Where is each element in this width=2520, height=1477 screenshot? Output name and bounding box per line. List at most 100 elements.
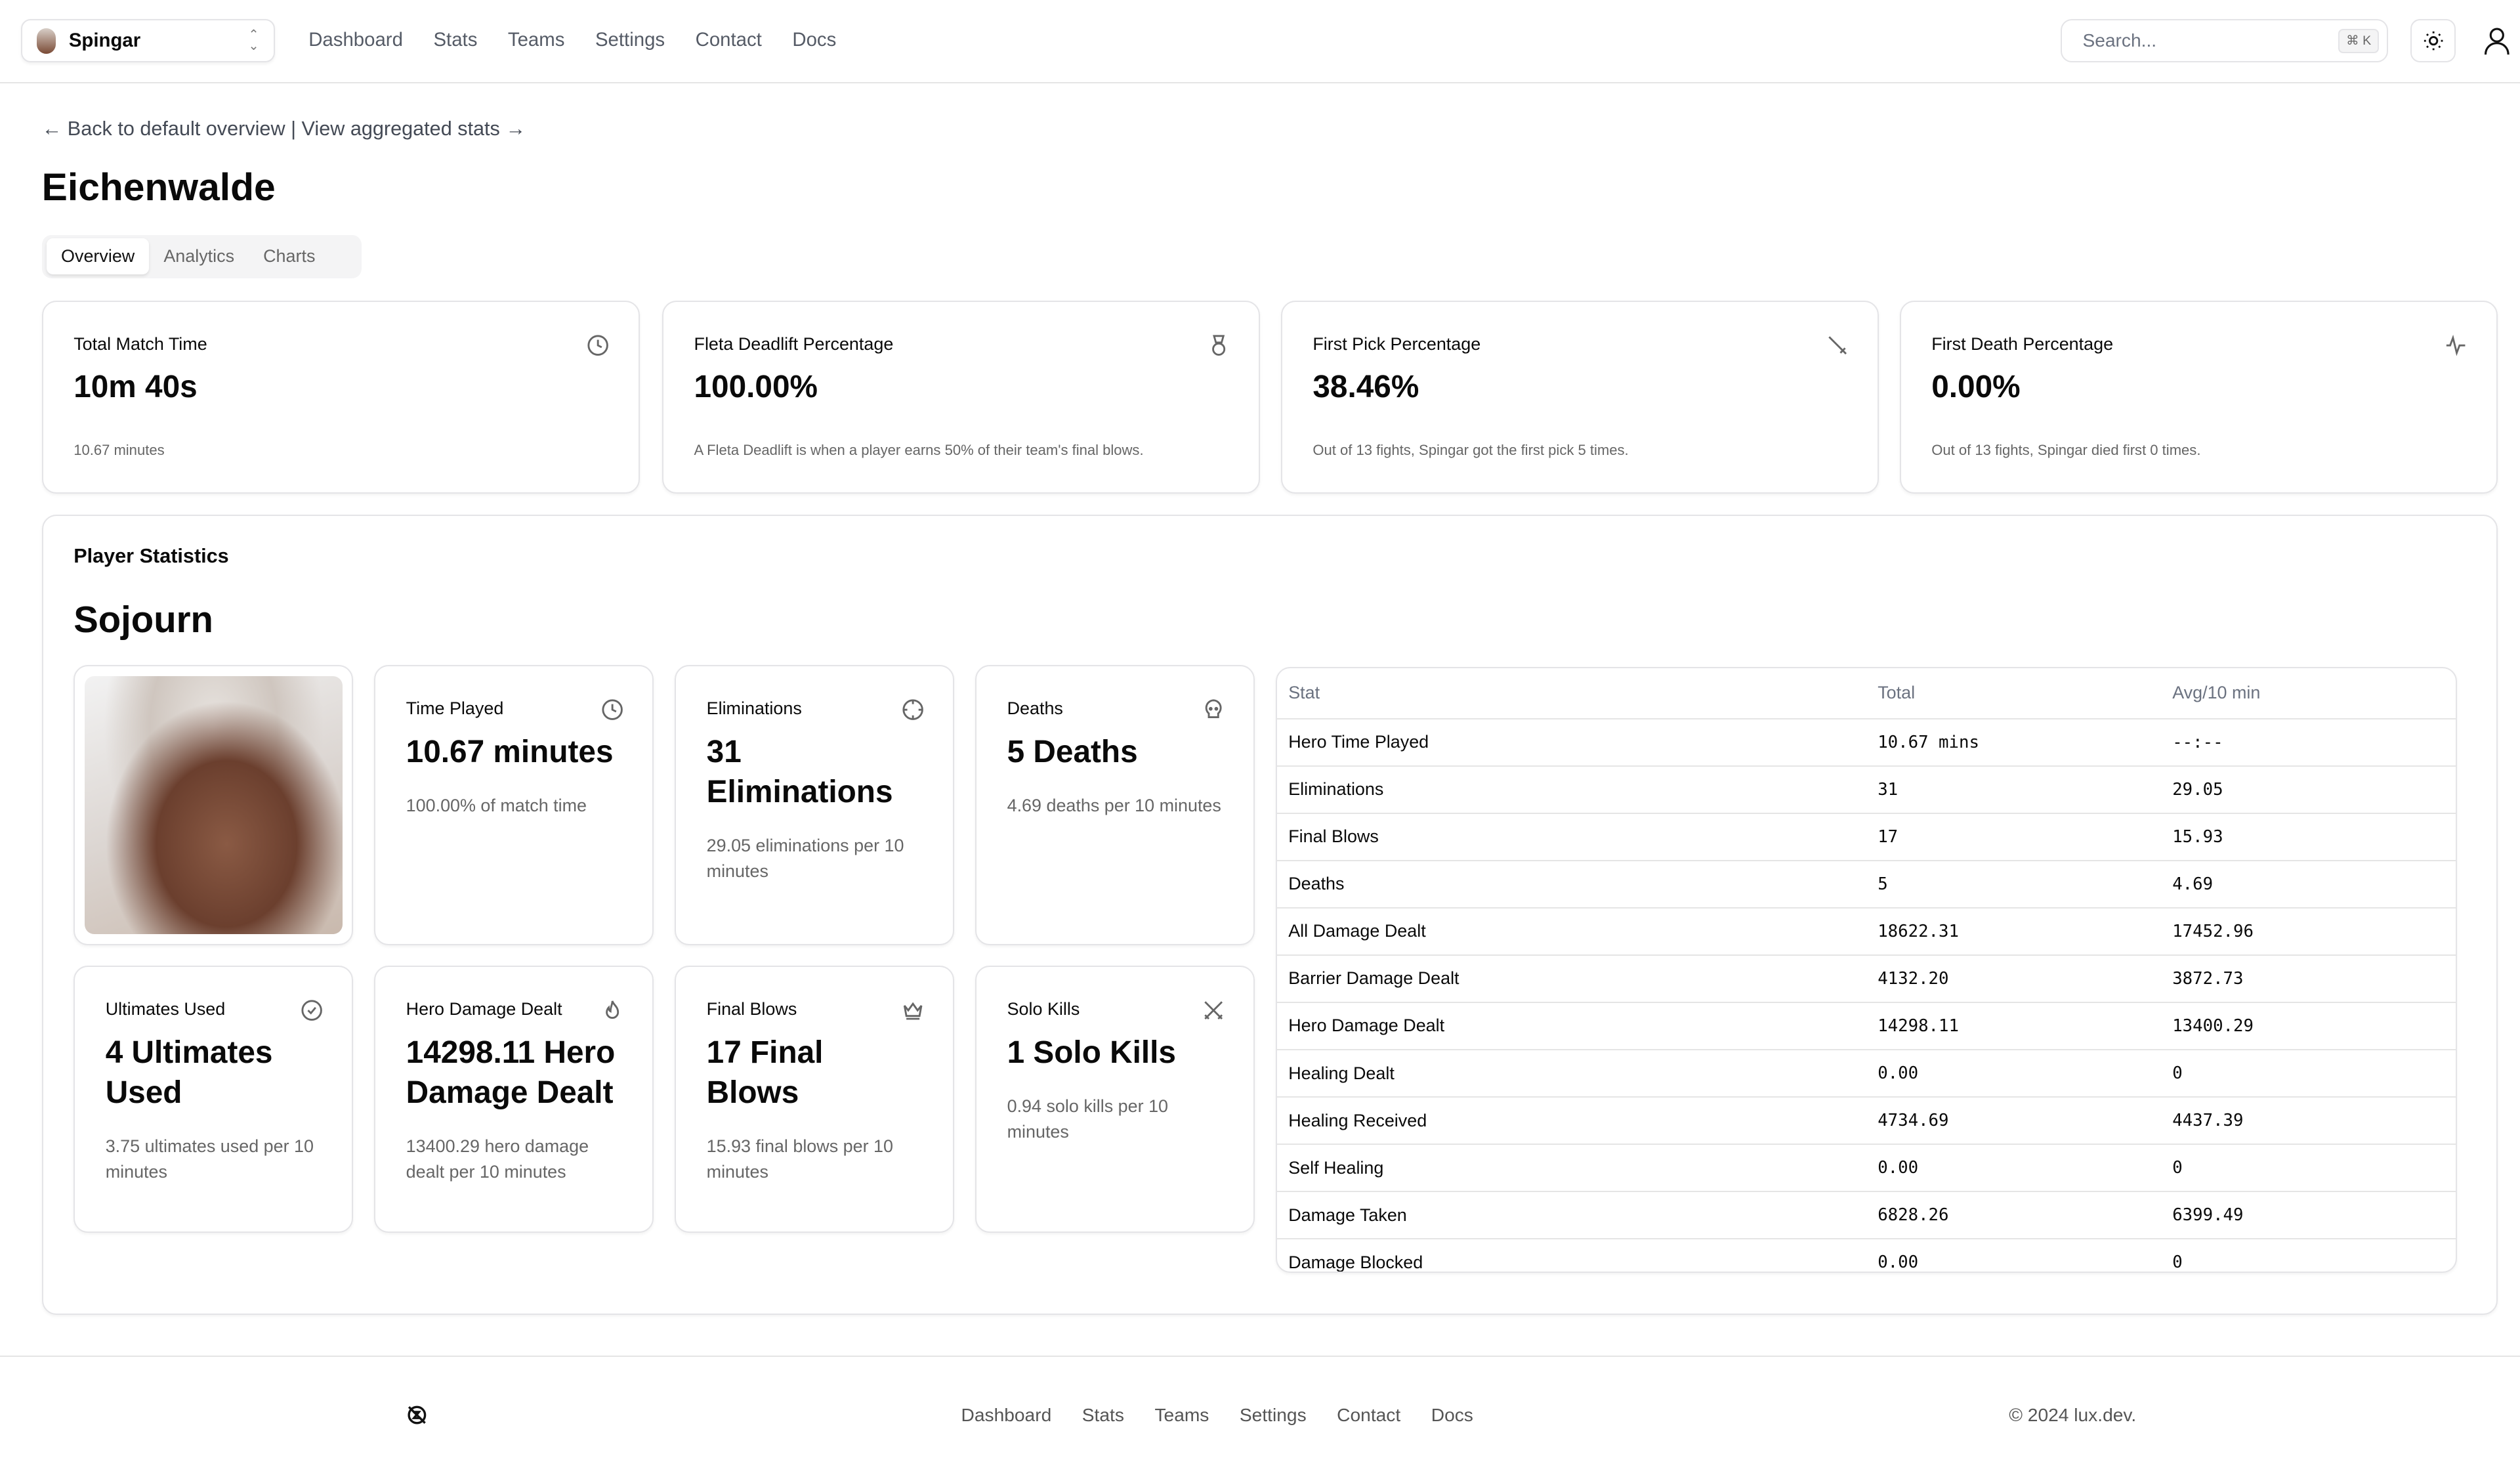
section-title: Player Statistics xyxy=(74,545,229,568)
total-cell: 10.67 mins xyxy=(1866,719,2161,766)
total-cell: 14298.11 xyxy=(1866,1002,2161,1050)
card-value: 31 Eliminations xyxy=(707,732,923,812)
chevrons-up-down-icon: ⌃⌄ xyxy=(248,30,259,52)
total-cell: 6828.26 xyxy=(1866,1191,2161,1239)
avg-cell: 29.05 xyxy=(2161,766,2456,813)
summary-card-first-pick: First Pick Percentage 38.46% Out of 13 f… xyxy=(1281,301,1879,494)
nav-stats[interactable]: Stats xyxy=(433,29,477,51)
card-label: First Death Percentage xyxy=(1931,334,2466,354)
skull-icon xyxy=(1202,698,1225,721)
card-value: 4 Ultimates Used xyxy=(106,1033,322,1113)
site-logo[interactable] xyxy=(405,1402,429,1434)
tab-analytics[interactable]: Analytics xyxy=(149,238,249,274)
avg-cell: 4437.39 xyxy=(2161,1097,2456,1144)
crosshair-icon xyxy=(902,698,924,721)
team-avatar xyxy=(37,28,56,54)
card-desc: 0.94 solo kills per 10 minutes xyxy=(1007,1094,1223,1145)
tab-overview[interactable]: Overview xyxy=(47,238,149,274)
team-name: Spingar xyxy=(69,30,249,52)
total-cell: 4734.69 xyxy=(1866,1097,2161,1144)
card-value: 38.46% xyxy=(1312,369,1847,405)
card-desc: Out of 13 fights, Spingar died first 0 t… xyxy=(1931,442,2200,459)
stat-name-cell: Healing Dealt xyxy=(1277,1050,1866,1097)
avg-cell: 3872.73 xyxy=(2161,955,2456,1002)
team-switcher[interactable]: Spingar ⌃⌄ xyxy=(21,19,275,62)
avg-cell: 15.93 xyxy=(2161,813,2456,861)
stat-name-cell: Hero Time Played xyxy=(1277,719,1866,766)
user-menu-button[interactable] xyxy=(2483,26,2511,63)
avg-cell: 0 xyxy=(2161,1144,2456,1191)
stat-card-solo-kills: Solo Kills 1 Solo Kills 0.94 solo kills … xyxy=(975,966,1255,1233)
footer-link-contact[interactable]: Contact xyxy=(1337,1405,1400,1426)
theme-toggle-button[interactable] xyxy=(2410,19,2456,62)
flame-icon xyxy=(601,999,623,1021)
card-value: 0.00% xyxy=(1931,369,2466,405)
card-value: 14298.11 Hero Damage Dealt xyxy=(406,1033,622,1113)
card-label: Deaths xyxy=(1007,698,1223,719)
swords-icon xyxy=(1202,999,1225,1021)
search-input[interactable]: Search... ⌘ K xyxy=(2061,19,2389,62)
stat-name-cell: Final Blows xyxy=(1277,813,1866,861)
total-cell: 0.00 xyxy=(1866,1239,2161,1273)
column-header-avg: Avg/10 min xyxy=(2161,668,2456,719)
total-cell: 17 xyxy=(1866,813,2161,861)
tab-charts[interactable]: Charts xyxy=(249,238,329,274)
user-icon xyxy=(2483,26,2511,56)
card-value: 1 Solo Kills xyxy=(1007,1033,1223,1073)
nav-teams[interactable]: Teams xyxy=(508,29,565,51)
card-desc: 15.93 final blows per 10 minutes xyxy=(707,1134,923,1185)
total-cell: 0.00 xyxy=(1866,1050,2161,1097)
footer-link-docs[interactable]: Docs xyxy=(1431,1405,1473,1426)
card-desc: 10.67 minutes xyxy=(74,442,164,459)
card-value: 100.00% xyxy=(694,369,1228,405)
summary-card-first-death: First Death Percentage 0.00% Out of 13 f… xyxy=(1900,301,2498,494)
card-label: Final Blows xyxy=(707,999,923,1019)
total-cell: 5 xyxy=(1866,861,2161,908)
clock-icon xyxy=(601,698,623,721)
page-title: Eichenwalde xyxy=(42,165,276,209)
logo-icon xyxy=(405,1402,429,1428)
footer-link-teams[interactable]: Teams xyxy=(1154,1405,1209,1426)
hero-name: Sojourn xyxy=(74,598,213,641)
avg-cell: 13400.29 xyxy=(2161,1002,2456,1050)
stat-card-eliminations: Eliminations 31 Eliminations 29.05 elimi… xyxy=(675,665,954,945)
avg-cell: 0 xyxy=(2161,1050,2456,1097)
card-label: First Pick Percentage xyxy=(1312,334,1847,354)
view-aggregated-link[interactable]: View aggregated stats → xyxy=(302,118,526,140)
nav-contact[interactable]: Contact xyxy=(696,29,762,51)
footer-link-dashboard[interactable]: Dashboard xyxy=(961,1405,1052,1426)
footer-link-stats[interactable]: Stats xyxy=(1082,1405,1124,1426)
nav-docs[interactable]: Docs xyxy=(792,29,836,51)
hero-portrait-image xyxy=(85,676,343,934)
main-nav: Dashboard Stats Teams Settings Contact D… xyxy=(308,29,836,51)
card-label: Time Played xyxy=(406,698,622,719)
stat-name-cell: Eliminations xyxy=(1277,766,1866,813)
back-to-overview-link[interactable]: ← Back to default overview xyxy=(42,118,285,140)
card-label: Solo Kills xyxy=(1007,999,1223,1019)
card-desc: 4.69 deaths per 10 minutes xyxy=(1007,793,1223,819)
stat-card-deaths: Deaths 5 Deaths 4.69 deaths per 10 minut… xyxy=(975,665,1255,945)
nav-dashboard[interactable]: Dashboard xyxy=(308,29,403,51)
stat-name-cell: Barrier Damage Dealt xyxy=(1277,955,1866,1002)
card-value: 17 Final Blows xyxy=(707,1033,923,1113)
stat-name-cell: Hero Damage Dealt xyxy=(1277,1002,1866,1050)
footer-link-settings[interactable]: Settings xyxy=(1240,1405,1307,1426)
card-label: Eliminations xyxy=(707,698,923,719)
summary-card-match-time: Total Match Time 10m 40s 10.67 minutes xyxy=(42,301,640,494)
card-value: 10.67 minutes xyxy=(406,732,622,772)
column-header-total: Total xyxy=(1866,668,2161,719)
avg-cell: 6399.49 xyxy=(2161,1191,2456,1239)
player-statistics-panel: Player Statistics Sojourn Time Played 10… xyxy=(42,515,2498,1316)
nav-settings[interactable]: Settings xyxy=(595,29,665,51)
total-cell: 18622.31 xyxy=(1866,908,2161,955)
card-desc: A Fleta Deadlift is when a player earns … xyxy=(694,442,1144,459)
total-cell: 0.00 xyxy=(1866,1144,2161,1191)
card-desc: 29.05 eliminations per 10 minutes xyxy=(707,833,923,884)
